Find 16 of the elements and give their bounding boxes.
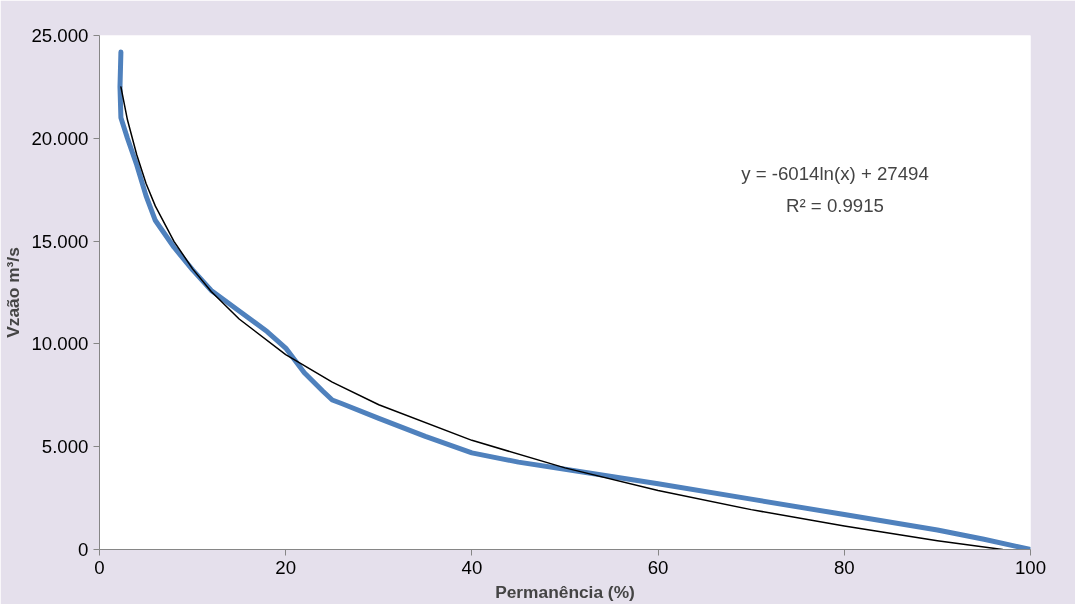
y-tick-label: 10.000 <box>31 333 89 355</box>
y-tick-label: 25.000 <box>31 25 89 46</box>
y-tick-label: 15.000 <box>31 230 89 252</box>
x-tick-label: 60 <box>647 556 669 578</box>
y-tick-label: 0 <box>78 539 89 560</box>
x-tick-label: 100 <box>1014 556 1047 578</box>
x-axis-title: Permanência (%) <box>495 581 635 602</box>
annotation: y = -6014ln(x) + 27494 <box>741 162 929 184</box>
x-tick-label: 40 <box>461 556 483 578</box>
x-tick-label: 80 <box>833 556 855 578</box>
x-tick-label: 20 <box>275 556 297 578</box>
annotation: R² = 0.9915 <box>785 195 884 217</box>
y-axis-title: Vzaão m³/s <box>3 247 24 338</box>
y-tick-label: 5.000 <box>41 436 89 458</box>
y-tick-label: 20.000 <box>31 127 89 149</box>
x-tick-label: 0 <box>94 556 105 578</box>
